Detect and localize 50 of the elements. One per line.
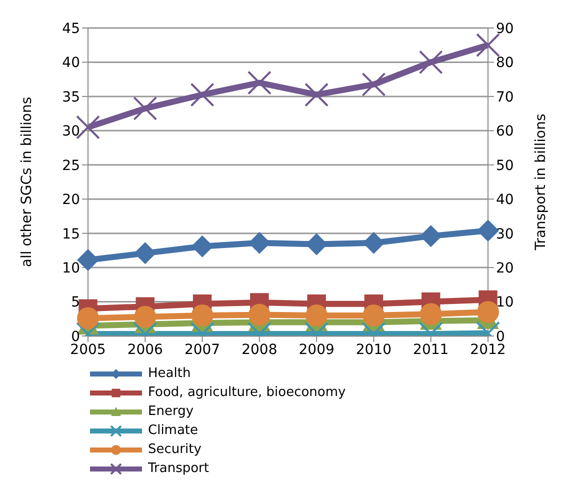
y2-tick-label: 80 bbox=[496, 55, 514, 72]
y-tick-label: 10 bbox=[62, 260, 80, 277]
point bbox=[191, 304, 214, 326]
point bbox=[418, 50, 443, 74]
point bbox=[190, 82, 214, 107]
y2-tick-label: 60 bbox=[496, 124, 514, 140]
y-tick-label: 45 bbox=[62, 20, 80, 37]
point bbox=[420, 225, 442, 248]
point bbox=[362, 72, 386, 96]
y-tick-label: 20 bbox=[62, 192, 80, 208]
y2-tick-label: 30 bbox=[496, 226, 514, 242]
legend-label: Food, agriculture, bioeconomy bbox=[148, 385, 346, 400]
y-tick-label: 30 bbox=[62, 124, 80, 140]
point bbox=[247, 70, 272, 95]
x-tick-label: 2010 bbox=[356, 342, 392, 358]
y2-tick-label: 90 bbox=[496, 20, 514, 37]
y-axis-title: all other SGCs in billions bbox=[18, 96, 35, 268]
legend-label: Energy bbox=[148, 404, 194, 419]
y-tick-label: 25 bbox=[62, 158, 80, 174]
legend-label: Health bbox=[148, 366, 191, 381]
y2-tick-label: 50 bbox=[496, 158, 514, 174]
point bbox=[420, 303, 442, 326]
point bbox=[134, 306, 156, 328]
y-tick-label: 5 bbox=[71, 294, 80, 311]
x-tick-label: 2006 bbox=[127, 342, 164, 358]
point bbox=[134, 242, 156, 264]
point bbox=[77, 307, 99, 330]
legend-label: Security bbox=[148, 442, 202, 457]
point bbox=[362, 304, 385, 326]
y2-tick-label: 40 bbox=[496, 192, 514, 208]
y2-tick-label: 70 bbox=[496, 89, 514, 106]
y2-axis-title: Transport in billions bbox=[532, 114, 549, 252]
legend-label: Climate bbox=[148, 423, 198, 438]
point bbox=[133, 96, 158, 120]
y2-tick-label: 10 bbox=[496, 294, 514, 311]
y-tick-label: 35 bbox=[62, 89, 80, 106]
point bbox=[476, 33, 500, 58]
point bbox=[477, 220, 499, 242]
y-tick-label: 15 bbox=[62, 226, 80, 242]
y2-tick-label: 20 bbox=[496, 260, 514, 277]
x-tick-label: 2008 bbox=[242, 342, 278, 358]
legend-label: Transport bbox=[148, 461, 210, 476]
point bbox=[477, 301, 499, 324]
x-tick-label: 2007 bbox=[184, 342, 220, 358]
x-tick-label: 2009 bbox=[298, 342, 334, 358]
point bbox=[248, 304, 270, 326]
y-tick-label: 40 bbox=[62, 55, 80, 72]
point bbox=[304, 82, 329, 107]
x-tick-label: 2011 bbox=[413, 342, 449, 358]
point bbox=[306, 304, 328, 326]
